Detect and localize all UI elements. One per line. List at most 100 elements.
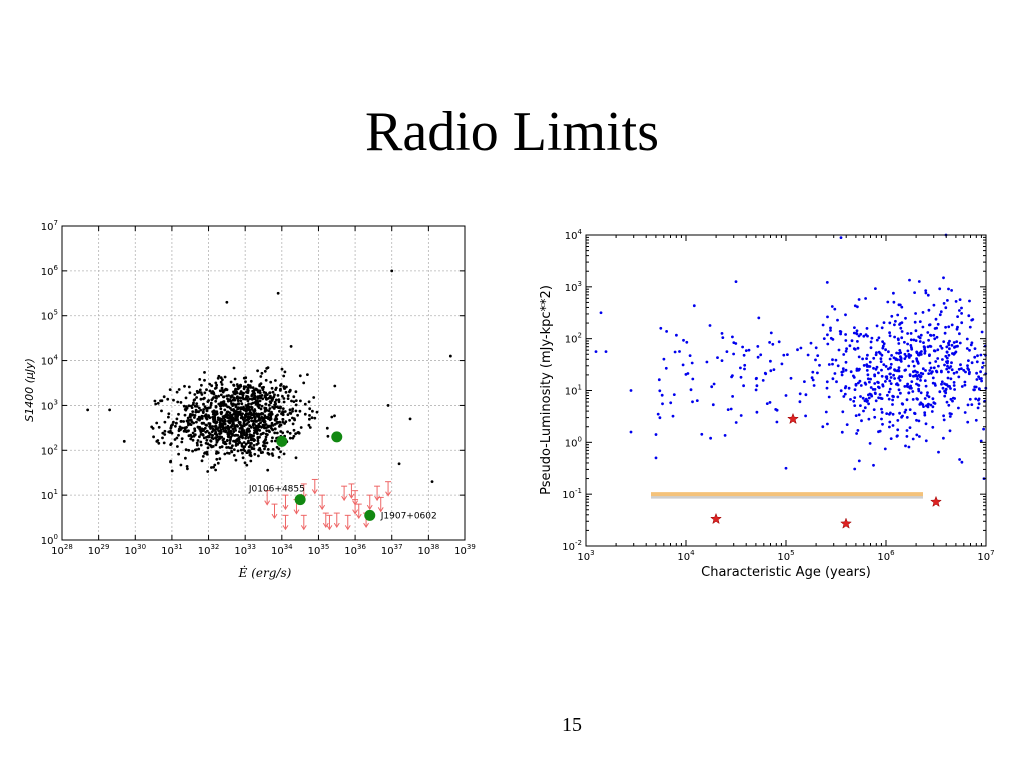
- pulsar-point: [933, 337, 937, 341]
- pulsar-point: [196, 417, 200, 421]
- pulsar-point: [218, 389, 222, 393]
- limit-band: [651, 492, 923, 499]
- pulsar-point: [262, 431, 265, 435]
- pulsar-point: [873, 391, 877, 395]
- pulsar-point: [695, 399, 699, 402]
- pulsar-point: [880, 374, 884, 378]
- pulsar-point: [887, 350, 890, 354]
- pulsar-point: [975, 360, 979, 364]
- pulsar-point: [291, 407, 295, 411]
- pulsar-point: [939, 344, 942, 348]
- pulsar-point: [268, 396, 272, 399]
- pulsar-point: [219, 380, 223, 384]
- pulsar-point: [865, 369, 869, 372]
- pulsar-point: [884, 365, 888, 368]
- pulsar-point: [877, 385, 880, 389]
- pulsar-point: [249, 441, 252, 445]
- pulsar-point: [982, 427, 985, 431]
- pulsar-point: [177, 452, 181, 456]
- pulsar-point: [928, 361, 932, 365]
- pulsar-point: [841, 410, 845, 414]
- pulsar-point: [195, 441, 199, 445]
- pulsar-point: [872, 408, 876, 411]
- pulsar-point: [208, 406, 212, 409]
- pulsar-point: [893, 335, 896, 339]
- pulsar-point: [859, 384, 863, 387]
- pulsar-point: [277, 398, 281, 402]
- pulsar-point: [282, 400, 286, 404]
- pulsar-point: [940, 380, 944, 384]
- pulsar-point: [952, 371, 956, 375]
- pulsar-point: [238, 440, 242, 444]
- pulsar-point: [252, 388, 256, 392]
- pulsar-point: [240, 392, 244, 396]
- pulsar-point: [806, 353, 810, 357]
- pulsar-point: [957, 375, 961, 379]
- pulsar-point: [935, 326, 938, 330]
- pulsar-point: [923, 351, 927, 355]
- pulsar-point: [223, 375, 227, 379]
- pulsar-point: [200, 383, 203, 387]
- pulsar-point: [901, 402, 905, 406]
- pulsar-point: [229, 395, 233, 399]
- pulsar-point: [930, 410, 934, 413]
- pulsar-point: [161, 436, 164, 440]
- upper-limit-arrowhead: [348, 493, 355, 499]
- pulsar-point: [886, 393, 889, 397]
- pulsar-point: [224, 426, 227, 430]
- pulsar-point: [207, 399, 211, 402]
- pulsar-point: [246, 389, 250, 393]
- pulsar-point: [271, 397, 275, 401]
- pulsar-point: [245, 428, 249, 432]
- pulsar-point: [906, 349, 910, 353]
- pulsar-point: [227, 435, 230, 439]
- pulsar-point: [264, 395, 267, 399]
- pulsar-point: [896, 419, 900, 422]
- pulsar-point: [865, 357, 868, 360]
- pulsar-point: [170, 431, 174, 435]
- y-axis-label: S1400 (μJy): [23, 358, 36, 422]
- pulsar-point: [839, 236, 843, 239]
- pulsar-point: [288, 436, 292, 440]
- upper-limit-arrowhead: [319, 504, 326, 511]
- pulsar-point: [215, 383, 219, 387]
- pulsar-point: [241, 412, 245, 416]
- pulsar-point: [200, 417, 204, 420]
- pulsar-point: [177, 427, 181, 431]
- pulsar-point: [682, 338, 685, 342]
- pulsar-point: [258, 403, 261, 407]
- pulsar-point: [844, 313, 847, 317]
- pulsar-point: [248, 397, 252, 401]
- pulsar-point: [259, 433, 263, 436]
- pulsar-point: [853, 388, 857, 391]
- pulsar-point: [720, 332, 724, 335]
- pulsar-point: [286, 397, 290, 400]
- pulsar-point: [268, 391, 272, 394]
- upper-limit-arrowhead: [300, 525, 307, 531]
- pulsar-point: [303, 412, 307, 416]
- pulsar-point: [866, 373, 870, 377]
- pulsar-point: [195, 402, 199, 405]
- pulsar-point: [873, 415, 877, 419]
- pulsar-point: [909, 338, 913, 342]
- pulsar-point: [253, 414, 256, 418]
- pulsar-point: [734, 421, 738, 424]
- pulsar-point: [879, 357, 883, 361]
- y-tick-label: 103: [565, 280, 582, 294]
- pulsar-point: [198, 378, 202, 381]
- pulsar-point: [279, 383, 283, 386]
- x-tick-labels: 103 104 105 106 107: [577, 549, 994, 563]
- pulsar-point: [771, 342, 775, 346]
- pulsar-point: [180, 419, 183, 423]
- pulsar-point: [917, 387, 920, 391]
- pulsar-point: [244, 404, 248, 407]
- pulsar-point: [163, 433, 167, 436]
- pulsar-point: [919, 371, 923, 375]
- pulsar-point: [245, 463, 249, 467]
- pulsar-point: [972, 388, 976, 392]
- pulsar-point: [908, 426, 912, 429]
- pulsar-point: [833, 372, 837, 375]
- pulsar-point: [261, 388, 265, 391]
- pulsar-point: [185, 406, 189, 410]
- pulsar-point: [248, 453, 252, 457]
